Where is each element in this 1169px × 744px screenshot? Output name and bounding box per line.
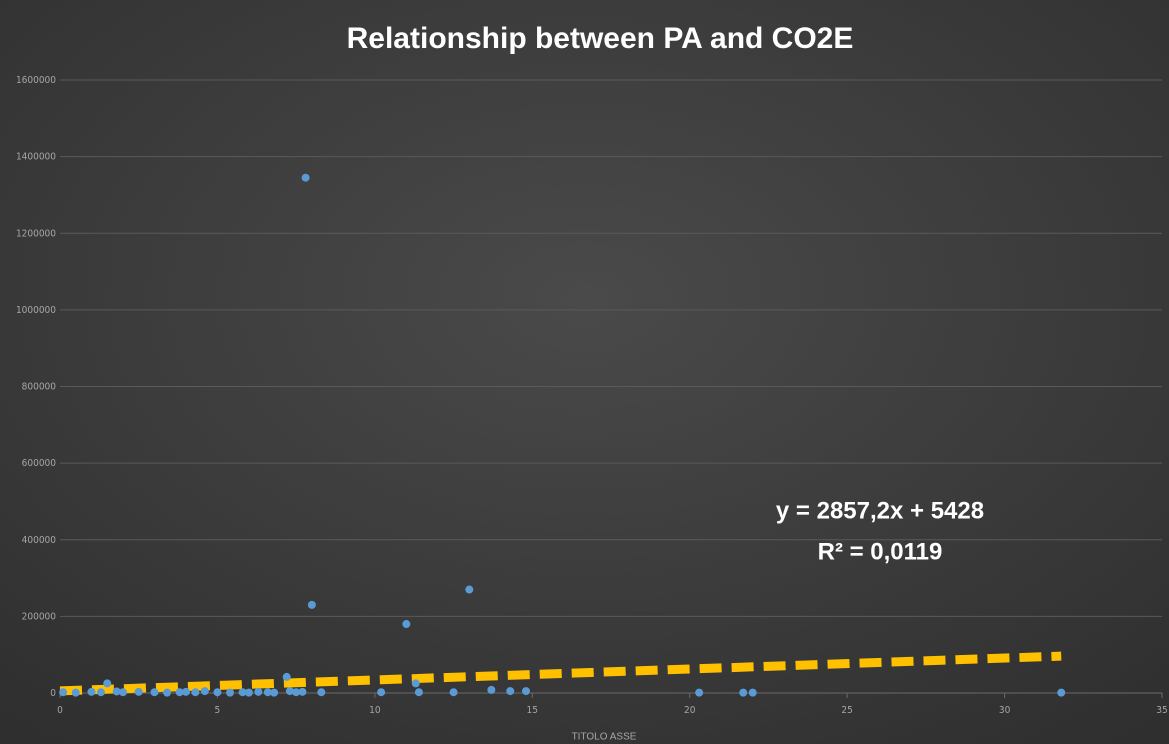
x-axis-label: TITOLO ASSE [572, 732, 637, 743]
x-tick-label: 15 [527, 705, 538, 716]
point [298, 687, 307, 696]
y-tick-label: 0 [50, 688, 56, 699]
point [377, 688, 386, 697]
point [181, 687, 190, 696]
point [226, 688, 235, 697]
point [200, 687, 209, 696]
point [71, 688, 80, 697]
point [103, 679, 112, 688]
x-tick-label: 30 [999, 705, 1011, 716]
point [254, 687, 263, 696]
point [506, 687, 515, 696]
point [191, 688, 200, 697]
chart-title: Relationship between PA and CO2E [347, 22, 854, 55]
point [402, 620, 411, 629]
point [134, 687, 143, 696]
trendline [59, 651, 1062, 696]
x-tick-label: 20 [684, 705, 696, 716]
point [521, 687, 530, 696]
y-tick-label: 200000 [22, 611, 57, 622]
point [282, 672, 291, 681]
y-tick-label: 600000 [22, 458, 57, 469]
y-tick-label: 800000 [22, 382, 57, 393]
trendline-equation: y = 2857,2x + 5428 [776, 497, 984, 524]
point [285, 687, 294, 696]
y-tick-label: 1400000 [16, 152, 56, 163]
y-tick-label: 1200000 [16, 228, 56, 239]
point [163, 688, 172, 697]
point [87, 687, 96, 696]
point [96, 688, 105, 697]
point [1057, 688, 1066, 697]
y-tick-label: 1000000 [16, 305, 56, 316]
point [695, 688, 704, 697]
point [292, 688, 301, 697]
point [449, 688, 458, 697]
point [748, 688, 757, 697]
point [465, 585, 474, 594]
x-tick-label: 10 [369, 705, 381, 716]
point [244, 688, 253, 697]
point [307, 600, 316, 609]
point [150, 688, 159, 697]
point [301, 173, 310, 182]
x-tick-label: 5 [215, 705, 221, 716]
point [317, 688, 326, 697]
point [238, 688, 247, 697]
point [112, 687, 121, 696]
point [411, 679, 420, 688]
point [487, 685, 496, 694]
x-tick-label: 0 [57, 705, 63, 716]
point [739, 688, 748, 697]
point [270, 688, 279, 697]
x-tick-label: 35 [1156, 705, 1167, 716]
point [263, 688, 272, 697]
point [118, 688, 127, 697]
point [59, 688, 68, 697]
point [414, 688, 423, 697]
trendline-r2: R² = 0,0119 [818, 538, 943, 565]
y-tick-label: 1600000 [16, 75, 56, 86]
y-tick-label: 400000 [22, 535, 57, 546]
point [213, 688, 222, 697]
point [175, 688, 184, 697]
x-tick-label: 25 [841, 705, 852, 716]
